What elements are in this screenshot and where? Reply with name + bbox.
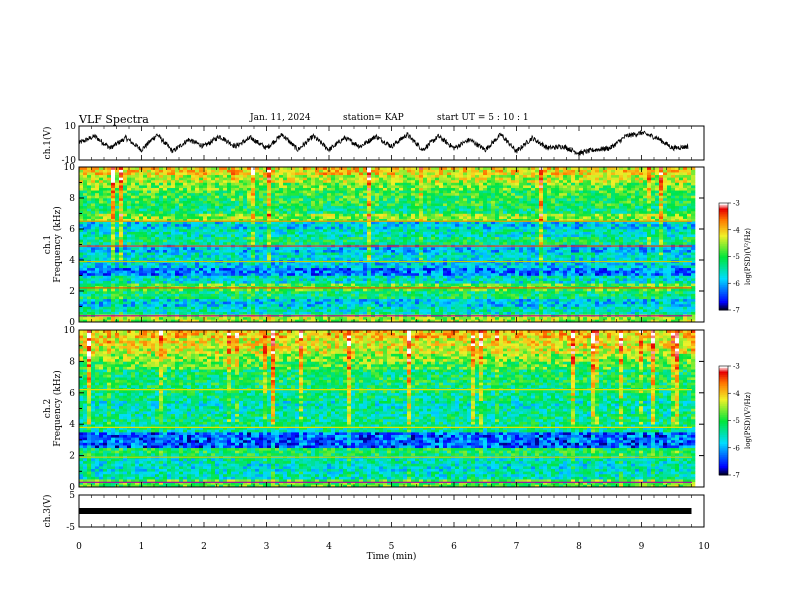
- ch1-y-tick-label: 10: [64, 163, 76, 173]
- ch1-colorbar-tick-label: -7: [733, 307, 740, 315]
- ch2-y-tick-label: 10: [64, 326, 76, 336]
- ch3-y-tick-label: 5: [69, 491, 75, 501]
- ch1-waveform-line: [78, 130, 689, 156]
- ch1-y-axis-label: ch.1(V): [42, 127, 53, 160]
- ch2-y-axis-label: Frequency (kHz): [52, 370, 63, 447]
- ch1-colorbar-label: log(PSD)(V²/Hz): [744, 228, 752, 285]
- ch2-y-tick-label: 8: [69, 357, 75, 367]
- ch3-y-tick-label: -5: [66, 523, 75, 533]
- ch2-colorbar-tick-label: -7: [733, 472, 740, 480]
- x-tick-label: 6: [451, 542, 457, 552]
- x-axis-label: Time (min): [367, 551, 417, 562]
- ch2-colorbar-tick-label: -6: [733, 444, 740, 452]
- ch1-colorbar-tick-label: -5: [733, 253, 740, 261]
- x-tick-label: 3: [264, 542, 270, 552]
- ch1-y-tick-label: 0: [69, 318, 75, 328]
- ch3-y-axis-label: ch.3(V): [42, 495, 53, 528]
- ch1-y-tick-label: 2: [69, 287, 75, 297]
- start-ut-label: start UT = 5 : 10 : 1: [437, 113, 529, 123]
- ch1-colorbar: [719, 203, 728, 311]
- ch2-colorbar-tick-label: -3: [733, 363, 740, 371]
- ch2-y-tick-label: 2: [69, 452, 75, 462]
- ch1-y-tick-label: 8: [69, 194, 75, 204]
- ch2-y-tick-label: 6: [69, 389, 75, 399]
- x-tick-label: 4: [326, 542, 332, 552]
- x-tick-label: 1: [139, 542, 145, 552]
- ch1-y-tick-label: -10: [62, 156, 77, 166]
- x-tick-label: 0: [76, 542, 82, 552]
- ch2-y-axis-channel: ch.2: [43, 399, 53, 418]
- x-tick-label: 5: [389, 542, 395, 552]
- ch2-y-tick-label: 0: [69, 483, 75, 493]
- ch2-colorbar-tick-label: -4: [733, 390, 740, 398]
- x-tick-label: 9: [639, 542, 645, 552]
- x-tick-label: 8: [576, 542, 582, 552]
- station-label: station= KAP: [343, 113, 404, 123]
- ch1-y-tick-label: 6: [69, 225, 75, 235]
- ch2-colorbar-label: log(PSD)(V²/Hz): [744, 392, 752, 449]
- ch1-spectrogram-image: [79, 167, 696, 323]
- ch1-colorbar-tick-label: -4: [733, 226, 740, 234]
- ch1-y-tick-label: 10: [65, 122, 77, 132]
- ch2-y-tick-label: 4: [69, 420, 75, 430]
- date-label: Jan. 11, 2024: [250, 113, 311, 123]
- ch2-spectrogram-image: [79, 330, 696, 488]
- ch1-colorbar-tick-label: -3: [733, 200, 740, 208]
- ch1-y-axis-label: Frequency (kHz): [52, 206, 63, 283]
- ch3-waveform-band: [79, 508, 692, 514]
- x-tick-label: 7: [514, 542, 520, 552]
- chart-title: VLF Spectra: [79, 113, 149, 126]
- x-tick-label: 10: [698, 542, 710, 552]
- ch2-colorbar: [719, 366, 728, 476]
- ch2-colorbar-tick-label: -5: [733, 417, 740, 425]
- ch1-colorbar-tick-label: -6: [733, 280, 740, 288]
- x-tick-label: 2: [201, 542, 207, 552]
- ch1-frame: [78, 125, 705, 161]
- ch1-y-tick-label: 4: [69, 256, 75, 266]
- ch1-y-axis-channel: ch.1: [43, 235, 53, 254]
